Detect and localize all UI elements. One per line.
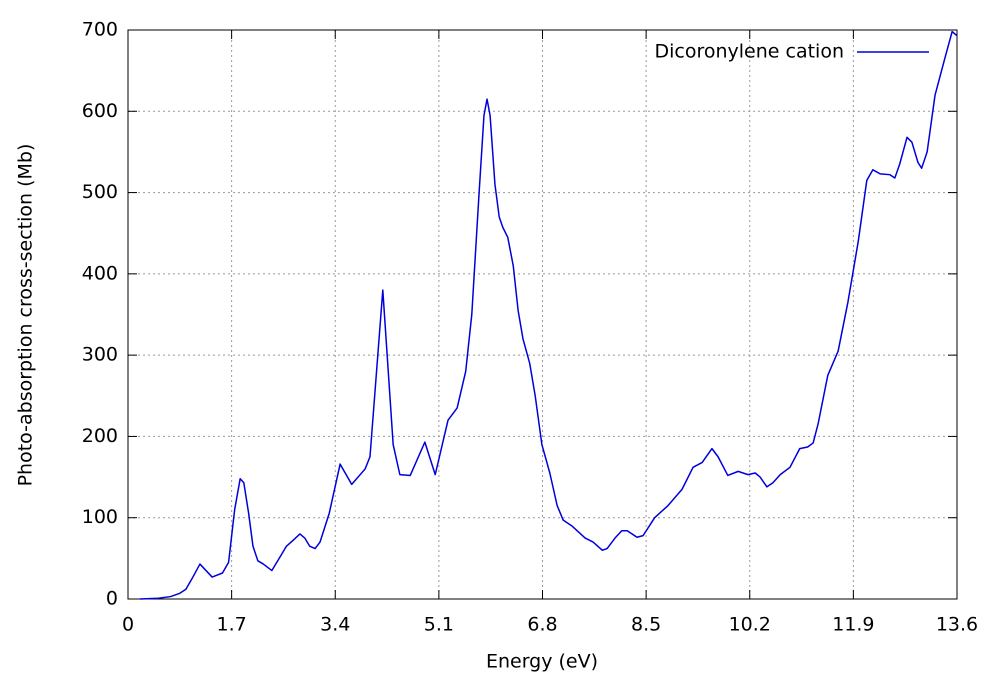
y-tick-label: 700 bbox=[82, 19, 118, 41]
x-tick-label: 1.7 bbox=[217, 614, 247, 636]
y-tick-label: 400 bbox=[82, 262, 118, 284]
legend-label: Dicoronylene cation bbox=[654, 41, 844, 63]
y-axis-label: Photo-absorption cross-section (Mb) bbox=[15, 144, 37, 487]
plot-frame bbox=[127, 29, 958, 600]
x-tick-label: 13.6 bbox=[936, 614, 978, 636]
x-tick-label: 11.9 bbox=[832, 614, 874, 636]
data-line bbox=[140, 30, 958, 600]
x-axis-label: Energy (eV) bbox=[486, 651, 598, 673]
y-tick-label: 100 bbox=[82, 506, 118, 528]
y-tick-label: 300 bbox=[82, 344, 118, 366]
y-tick-label: 500 bbox=[82, 181, 118, 203]
y-tick-label: 200 bbox=[82, 425, 118, 447]
x-tick-label: 3.4 bbox=[320, 614, 350, 636]
x-tick-label: 10.2 bbox=[729, 614, 771, 636]
y-tick-label: 0 bbox=[106, 588, 118, 610]
x-tick-label: 5.1 bbox=[424, 614, 454, 636]
x-tick-label: 0 bbox=[122, 614, 134, 636]
x-tick-label: 8.5 bbox=[631, 614, 661, 636]
x-tick-label: 6.8 bbox=[527, 614, 557, 636]
y-tick-label: 600 bbox=[82, 100, 118, 122]
